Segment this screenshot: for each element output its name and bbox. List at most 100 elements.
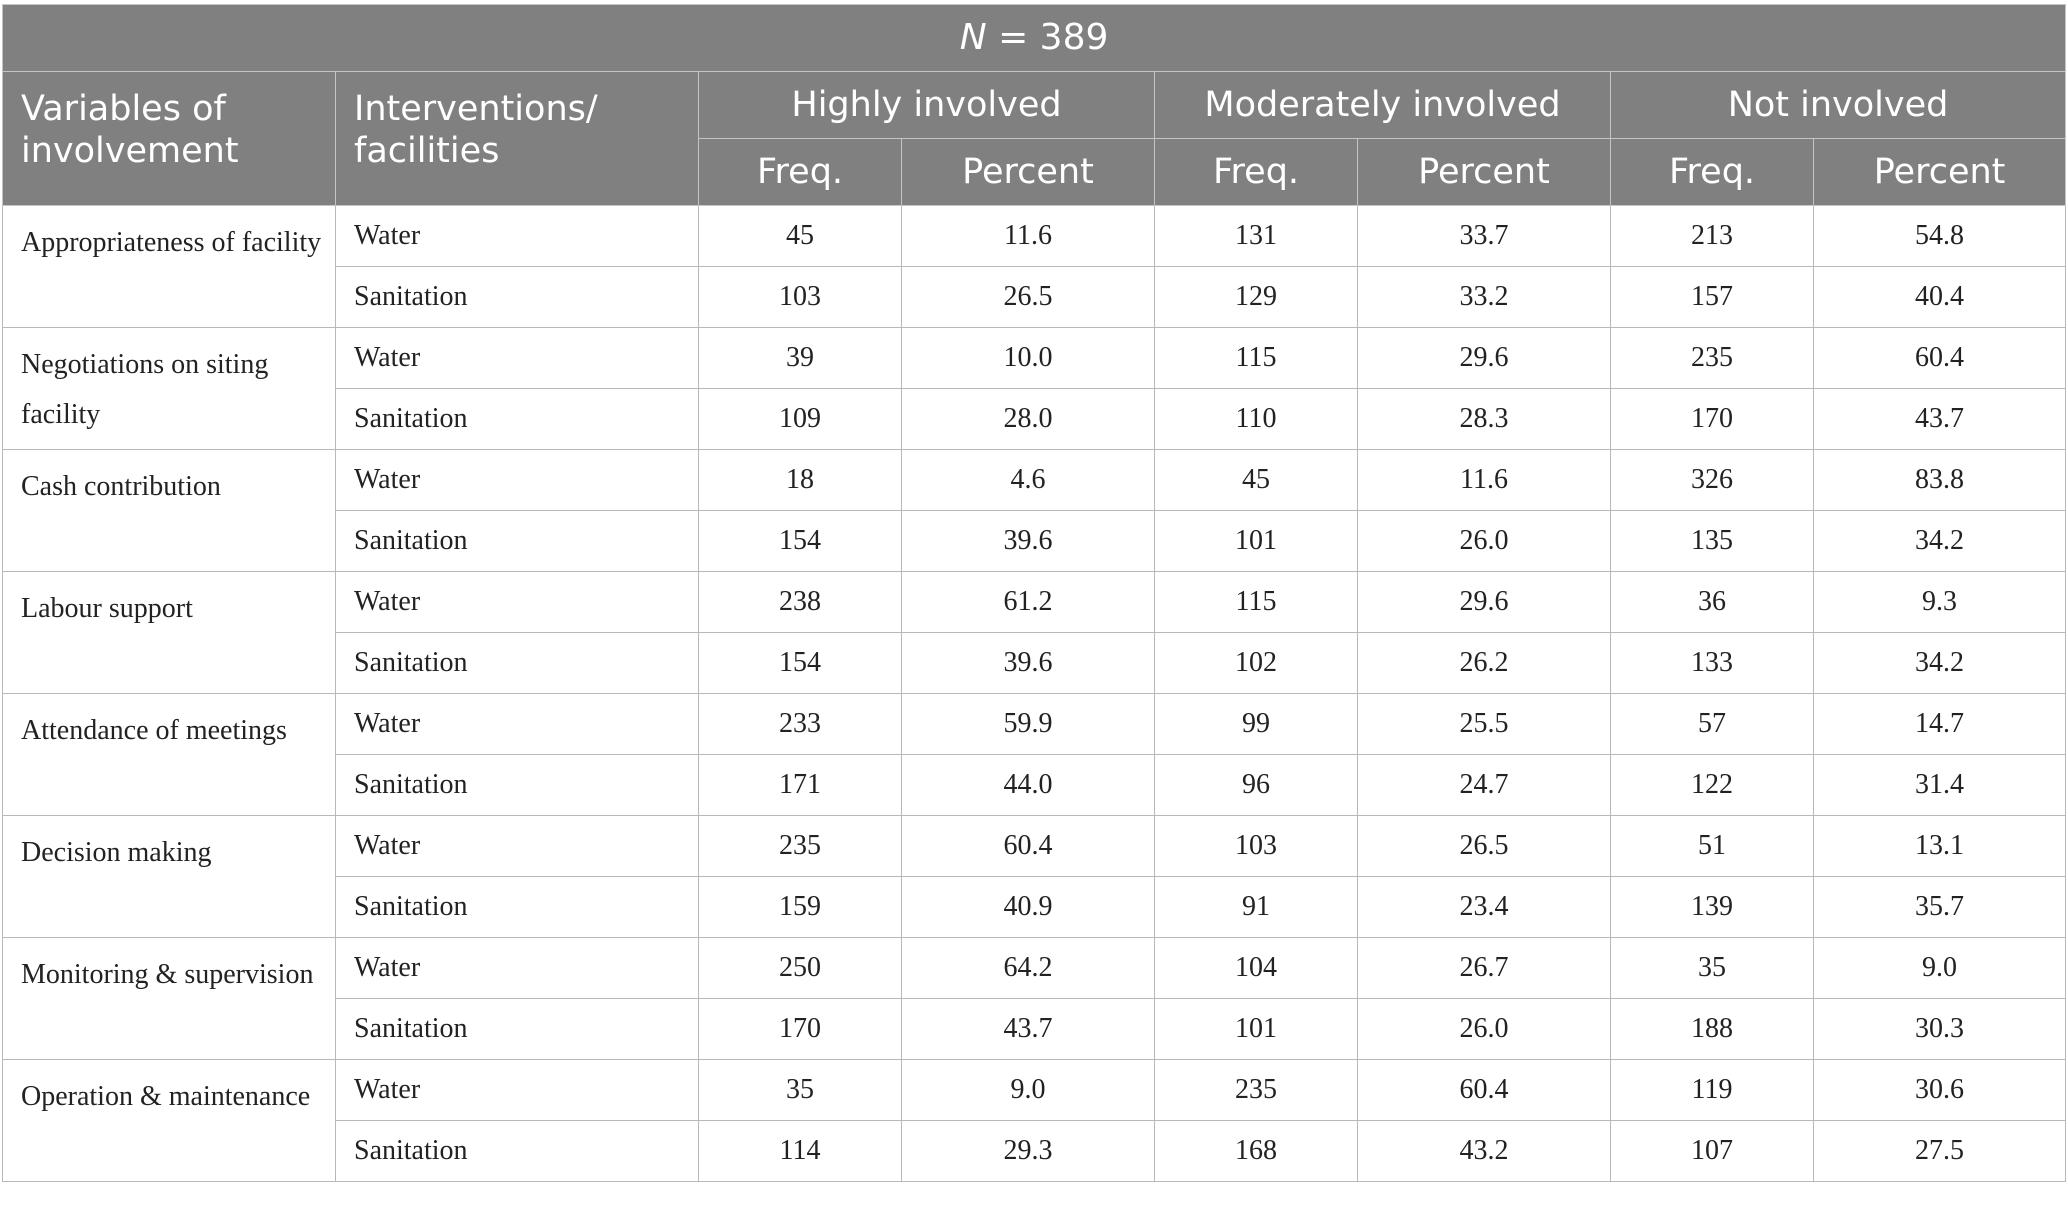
highly-freq-header: Freq. [698, 138, 902, 206]
highly-percent-cell: 39.6 [901, 632, 1155, 694]
not-freq-cell: 57 [1610, 693, 1814, 755]
highly-freq-cell: 159 [698, 876, 902, 938]
not-percent-cell: 14.7 [1812, 693, 2067, 755]
table-row: Cash contribution Water 18 4.6 45 11.6 326 83.8 [2, 449, 2067, 572]
highly-percent-cell: 28.0 [901, 388, 1155, 450]
highly-freq-cell: 35 [698, 1059, 902, 1121]
highly-percent-cell: 43.7 [901, 998, 1155, 1060]
facility-cell: Sanitation [335, 1120, 699, 1182]
highly-percent-cell: 29.3 [901, 1120, 1155, 1182]
not-freq-cell: 135 [1610, 510, 1814, 572]
not-percent-cell: 54.8 [1812, 205, 2067, 267]
highly-percent-cell: 26.5 [901, 266, 1155, 328]
not-involved-header: Not involved [1609, 71, 2067, 139]
not-freq-cell: 157 [1610, 266, 1814, 328]
table-row: Monitoring & supervision Water 250 64.2 104 2… [2, 937, 2067, 1060]
highly-freq-cell: 39 [698, 327, 902, 389]
not-freq-cell: 122 [1610, 754, 1814, 816]
facility-cell: Water [335, 449, 699, 511]
highly-freq-cell: 171 [698, 754, 902, 816]
moderately-percent-cell: 25.5 [1357, 693, 1611, 755]
moderately-percent-cell: 29.6 [1357, 327, 1611, 389]
highly-freq-cell: 233 [698, 693, 902, 755]
not-percent-header: Percent [1812, 138, 2067, 206]
table-row: Sanitation 109 28.0 110 28.3 170 43.7 [3, 388, 2067, 450]
table-row: Operation & maintenance Water 35 9.0 235 60.4… [2, 1059, 2067, 1182]
highly-percent-cell: 10.0 [901, 327, 1155, 389]
table-row: Sanitation 154 39.6 102 26.2 133 34.2 [3, 632, 2067, 694]
facility-cell: Water [335, 571, 699, 633]
not-freq-header: Freq. [1610, 138, 1814, 206]
highly-freq-cell: 103 [698, 266, 902, 328]
highly-percent-cell: 44.0 [901, 754, 1155, 816]
facility-cell: Sanitation [335, 266, 699, 328]
highly-freq-cell: 18 [698, 449, 902, 511]
moderately-percent-cell: 23.4 [1357, 876, 1611, 938]
highly-percent-cell: 60.4 [901, 815, 1155, 877]
highly-freq-cell: 250 [698, 937, 902, 999]
facility-cell: Sanitation [335, 632, 699, 694]
moderately-freq-cell: 101 [1154, 998, 1358, 1060]
highly-freq-cell: 45 [698, 205, 902, 267]
facility-cell: Sanitation [335, 754, 699, 816]
facility-cell: Sanitation [335, 998, 699, 1060]
moderately-freq-cell: 103 [1154, 815, 1358, 877]
highly-percent-cell: 40.9 [901, 876, 1155, 938]
highly-percent-cell: 11.6 [901, 205, 1155, 267]
table-row: Negotiations on siting facility Water 39 10… [2, 327, 2067, 450]
variable-cell: Decision making [2, 815, 336, 938]
not-freq-cell: 107 [1610, 1120, 1814, 1182]
highly-freq-cell: 154 [698, 510, 902, 572]
highly-freq-cell: 238 [698, 571, 902, 633]
highly-freq-cell: 114 [698, 1120, 902, 1182]
variable-cell: Appropriateness of facility [2, 205, 336, 328]
moderately-percent-cell: 29.6 [1357, 571, 1611, 633]
highly-freq-cell: 154 [698, 632, 902, 694]
not-freq-cell: 119 [1610, 1059, 1814, 1121]
moderately-freq-cell: 45 [1154, 449, 1358, 511]
moderately-percent-cell: 43.2 [1357, 1120, 1611, 1182]
table-row: Sanitation 171 44.0 96 24.7 122 31.4 [3, 754, 2067, 816]
highly-percent-cell: 9.0 [901, 1059, 1155, 1121]
highly-percent-cell: 39.6 [901, 510, 1155, 572]
not-freq-cell: 188 [1610, 998, 1814, 1060]
variables-column-header: Variables of involvement [2, 71, 336, 206]
facility-cell: Water [335, 205, 699, 267]
not-freq-cell: 170 [1610, 388, 1814, 450]
not-percent-cell: 30.6 [1812, 1059, 2067, 1121]
moderately-percent-cell: 60.4 [1357, 1059, 1611, 1121]
not-percent-cell: 13.1 [1812, 815, 2067, 877]
not-percent-cell: 35.7 [1812, 876, 2067, 938]
facility-cell: Water [335, 327, 699, 389]
moderately-percent-cell: 26.7 [1357, 937, 1611, 999]
not-freq-cell: 235 [1610, 327, 1814, 389]
not-percent-cell: 31.4 [1812, 754, 2067, 816]
not-freq-cell: 35 [1610, 937, 1814, 999]
moderately-freq-cell: 101 [1154, 510, 1358, 572]
moderately-percent-cell: 26.0 [1357, 998, 1611, 1060]
moderately-percent-cell: 24.7 [1357, 754, 1611, 816]
not-percent-cell: 30.3 [1812, 998, 2067, 1060]
moderately-percent-cell: 26.0 [1357, 510, 1611, 572]
variable-cell: Negotiations on siting facility [2, 327, 336, 450]
table-row: Sanitation 170 43.7 101 26.0 188 30.3 [3, 998, 2067, 1060]
sample-size-header: N = 389 [1, 4, 2067, 72]
highly-freq-cell: 235 [698, 815, 902, 877]
not-freq-cell: 139 [1610, 876, 1814, 938]
facility-cell: Water [335, 693, 699, 755]
table-body: Appropriateness of facility Water 45 11.6 13… [2, 205, 2067, 1182]
moderately-involved-header: Moderately involved [1154, 71, 1611, 139]
not-percent-cell: 43.7 [1812, 388, 2067, 450]
not-percent-cell: 9.0 [1812, 937, 2067, 999]
facility-cell: Water [335, 1059, 699, 1121]
facility-cell: Water [335, 937, 699, 999]
highly-involved-header: Highly involved [698, 71, 1155, 139]
highly-percent-cell: 64.2 [901, 937, 1155, 999]
variable-cell: Operation & maintenance [2, 1059, 336, 1182]
not-percent-cell: 27.5 [1812, 1120, 2067, 1182]
variable-cell: Monitoring & supervision [2, 937, 336, 1060]
facility-cell: Water [335, 815, 699, 877]
table-row: Attendance of meetings Water 233 59.9 99 25.5… [2, 693, 2067, 816]
n-symbol: N [959, 17, 987, 58]
not-freq-cell: 133 [1610, 632, 1814, 694]
